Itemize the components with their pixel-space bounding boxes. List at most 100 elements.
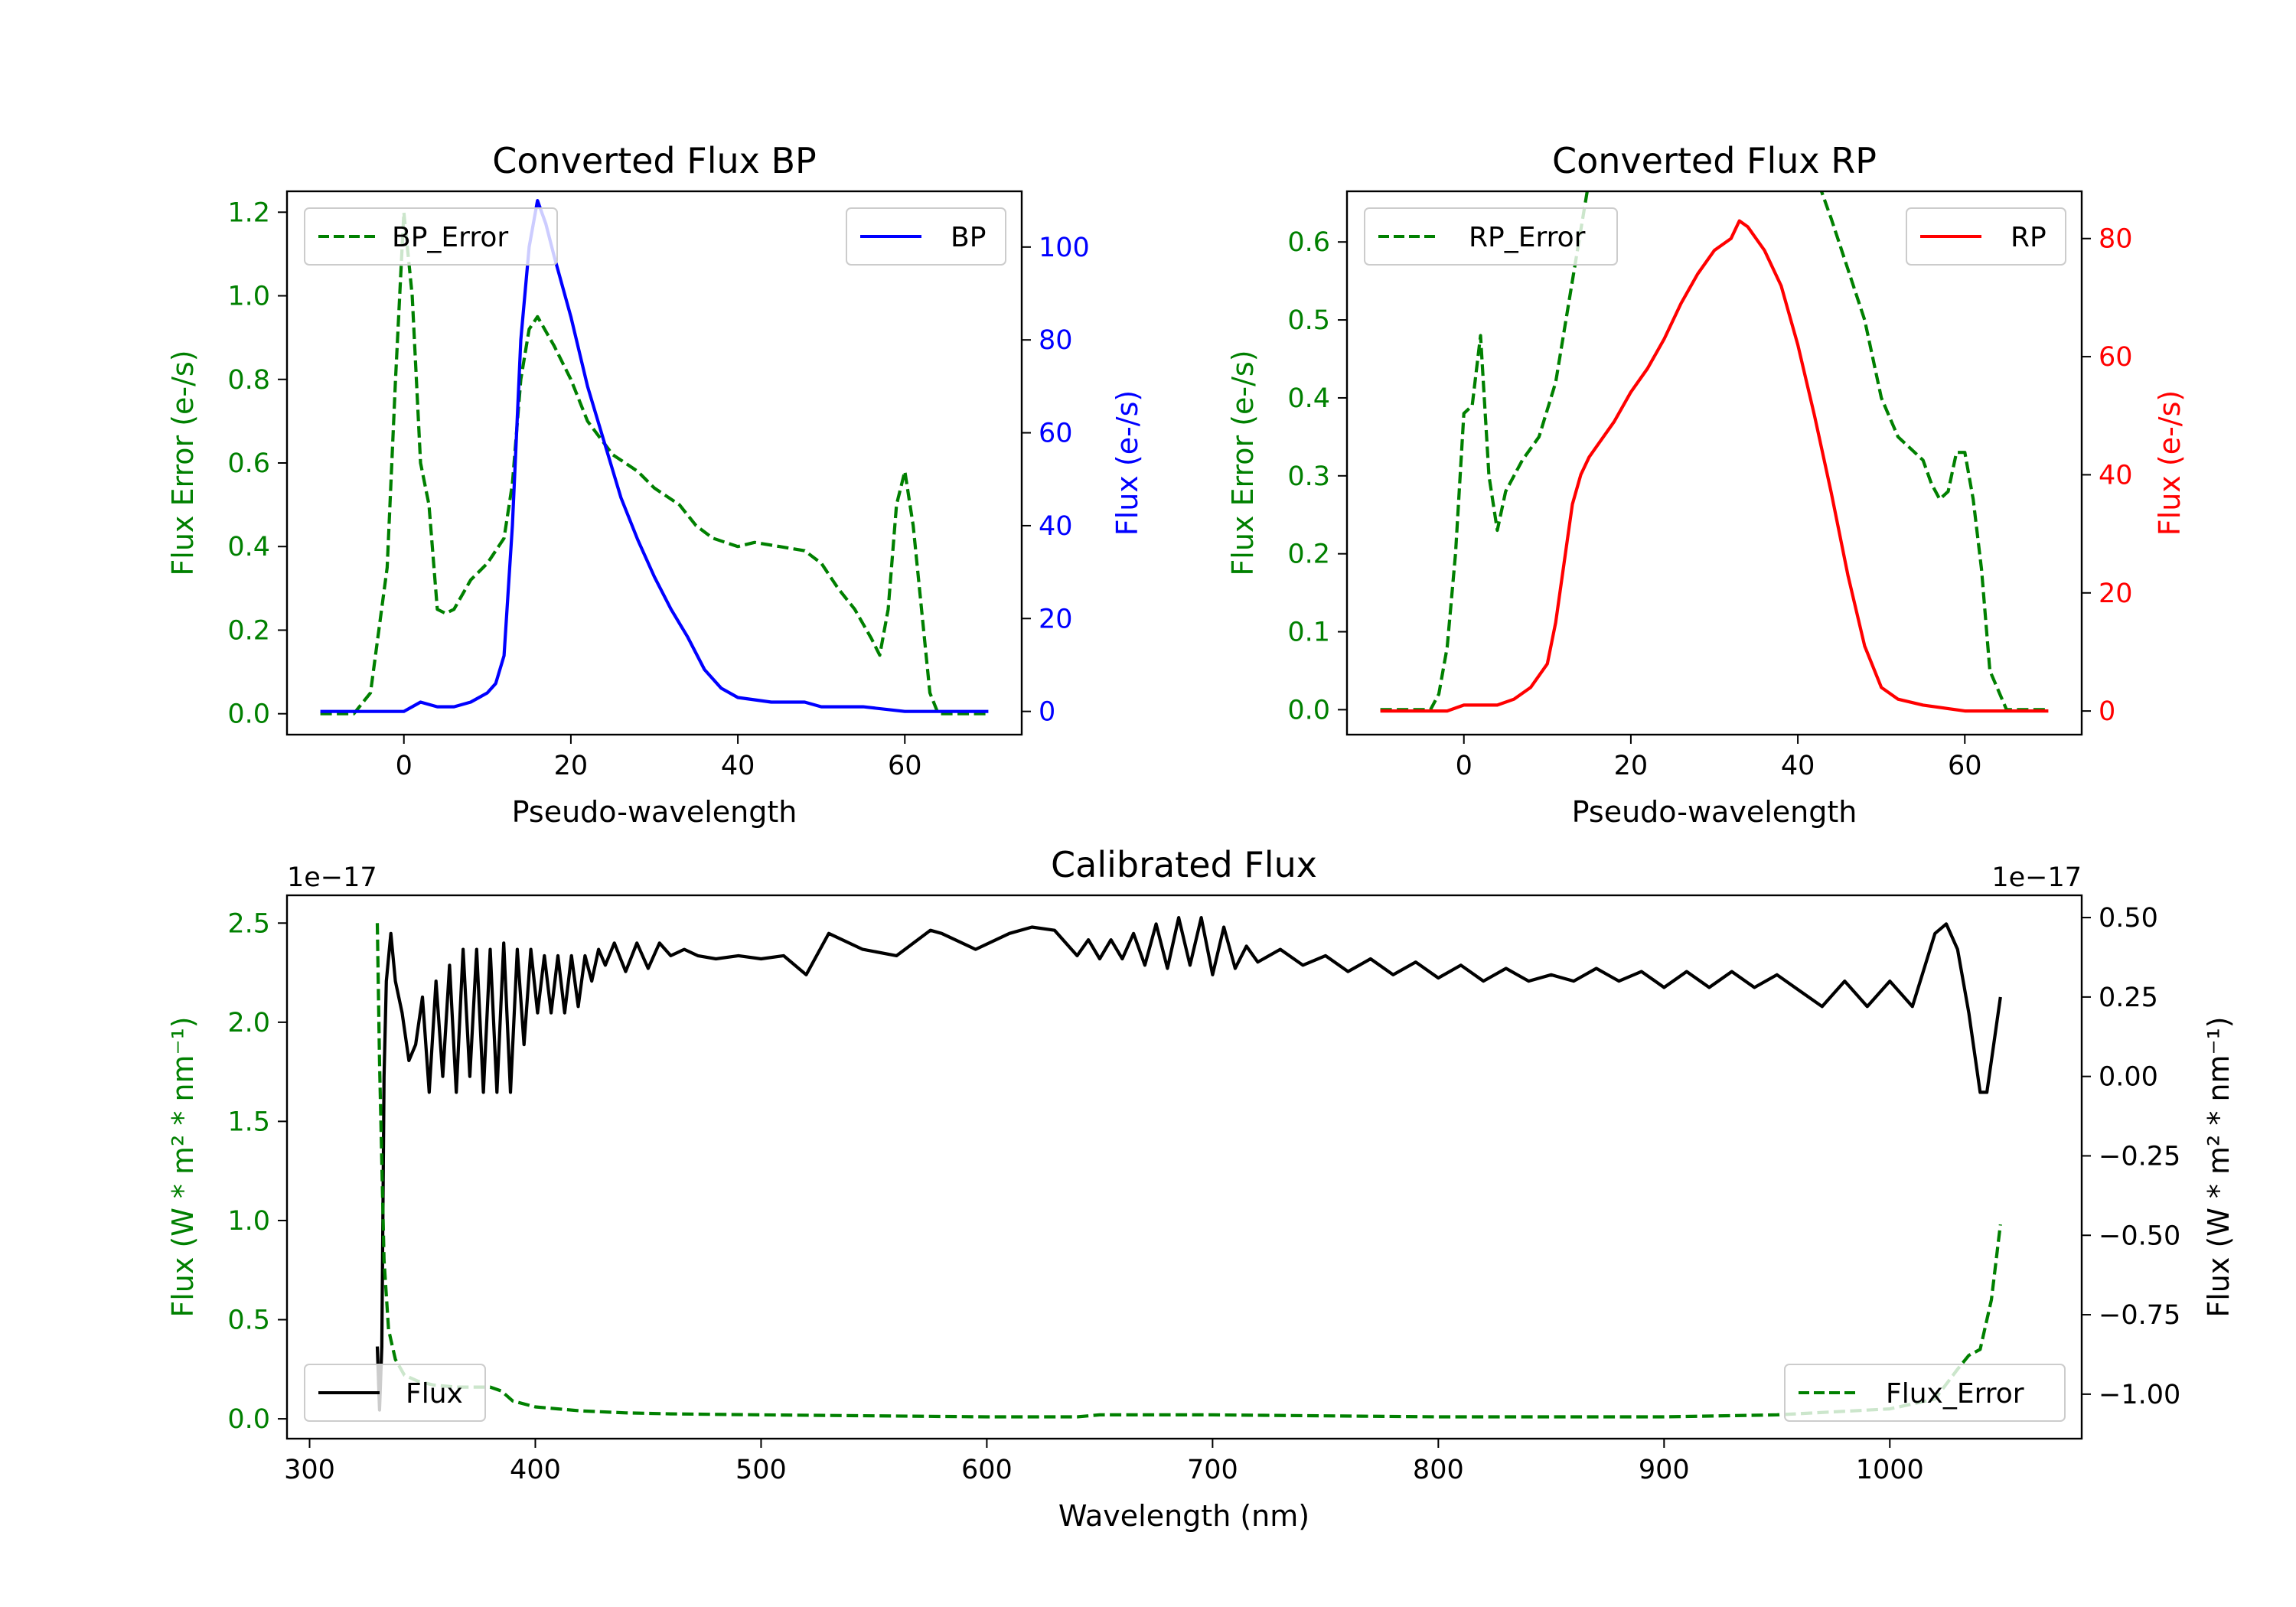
bp-legend-error: BP_Error xyxy=(304,207,558,266)
rp-ylabel-left: Flux Error (e-/s) xyxy=(1226,350,1260,575)
cal-ytick-right-label: 0.25 xyxy=(2099,983,2158,1013)
cal-ylabel-right: Flux (W * m² * nm⁻¹) xyxy=(2202,1016,2236,1317)
cal-ytick-right-label: −1.00 xyxy=(2099,1380,2180,1410)
bp-ytick-right-label: 80 xyxy=(1039,325,1073,356)
rp-series-layer xyxy=(1380,191,2049,713)
cal-ytick-left-label: 1.5 xyxy=(227,1107,270,1137)
rp-series-rp-line xyxy=(1380,219,2049,713)
panel-rp: Converted Flux RP 0 20 40 60 0.0 0.1 0.2 0.3 0.4… xyxy=(1226,140,2187,829)
cal-legend-error-label: Flux_Error xyxy=(1886,1378,2024,1410)
cal-ytick-right-label: −0.75 xyxy=(2099,1300,2180,1331)
rp-legend-error-label: RP_Error xyxy=(1469,222,1586,253)
rp-ytick-right-label: 40 xyxy=(2099,460,2133,491)
panel-bp: Converted Flux BP 0 20 40 60 0.0 0.2 0.4 0.6 0.8… xyxy=(166,140,1144,829)
cal-ytick-left-label: 0.0 xyxy=(227,1404,270,1435)
rp-ticks-layer: 0 20 40 60 0.0 0.1 0.2 0.3 0.4 0.5 0.6 0 20 40 60 80 xyxy=(1287,224,2132,781)
bp-legend-error-box xyxy=(304,207,558,266)
cal-xtick-label: 1000 xyxy=(1856,1455,1924,1485)
cal-ytick-right-label: 0.00 xyxy=(2099,1062,2158,1093)
cal-series-flux-line xyxy=(375,915,2002,1412)
bp-ytick-left-label: 0.2 xyxy=(227,615,270,646)
bp-legend-flux-box xyxy=(846,207,1006,266)
rp-ytick-right-label: 60 xyxy=(2099,342,2133,373)
cal-offset-right: 1e−17 xyxy=(1991,862,2082,893)
cal-plot-background xyxy=(287,895,2082,1439)
bp-ytick-right-label: 20 xyxy=(1039,604,1073,634)
rp-ytick-left-label: 0.0 xyxy=(1287,695,1330,725)
rp-xtick-label: 20 xyxy=(1614,751,1649,781)
bp-xlabel: Pseudo-wavelength xyxy=(512,795,797,829)
rp-ytick-left-label: 0.6 xyxy=(1287,227,1330,258)
cal-ytick-right-label: −0.25 xyxy=(2099,1141,2180,1172)
cal-ytick-left-label: 0.5 xyxy=(227,1305,270,1336)
bp-axes-frame xyxy=(285,190,1023,736)
bp-ylabel-left: Flux Error (e-/s) xyxy=(166,350,200,575)
rp-ylabel-right: Flux (e-/s) xyxy=(2153,390,2187,536)
cal-legend-flux-label: Flux xyxy=(406,1378,463,1410)
rp-xtick-label: 0 xyxy=(1456,751,1473,781)
cal-ytick-left-label: 1.0 xyxy=(227,1206,270,1237)
bp-ytick-left-label: 0.0 xyxy=(227,699,270,730)
bp-legend-error-label: BP_Error xyxy=(392,222,508,253)
cal-ytick-left-label: 2.5 xyxy=(227,908,270,939)
rp-series-rp-error-line xyxy=(1380,191,2049,712)
cal-ylabel-left: Flux (W * m² * nm⁻¹) xyxy=(166,1016,200,1317)
rp-xtick-label: 40 xyxy=(1781,751,1815,781)
cal-legend-error-box xyxy=(1784,1364,2066,1422)
rp-ytick-left-label: 0.4 xyxy=(1287,383,1330,414)
bp-ytick-left-label: 0.6 xyxy=(227,448,270,479)
bp-ytick-left-label: 0.8 xyxy=(227,365,270,396)
cal-xtick-label: 500 xyxy=(735,1455,787,1485)
panel-calibrated: Calibrated Flux 1e−17 1e−17 300 400 500 600… xyxy=(166,844,2236,1533)
bp-xtick-label: 60 xyxy=(888,751,922,781)
bp-xtick-label: 0 xyxy=(396,751,413,781)
cal-legend-error: Flux_Error xyxy=(1784,1364,2066,1422)
cal-axes-frame xyxy=(285,894,2083,1440)
bp-series-bp-line xyxy=(320,199,989,713)
cal-xtick-label: 900 xyxy=(1639,1455,1690,1485)
bp-ticks-layer: 0 20 40 60 0.0 0.2 0.4 0.6 0.8 1.0 1.2 0 20 40 60 80 100 xyxy=(227,197,1089,781)
cal-ticks-layer: 300 400 500 600 700 800 900 1000 0.0 0.5 1.0 1.5 2.0… xyxy=(227,903,2180,1485)
bp-legend-flux: BP xyxy=(846,207,1006,266)
rp-legend-error: RP_Error xyxy=(1364,207,1618,266)
bp-ytick-right-label: 60 xyxy=(1039,419,1073,449)
cal-xtick-label: 700 xyxy=(1187,1455,1238,1485)
cal-xtick-label: 300 xyxy=(284,1455,335,1485)
cal-legend-flux: Flux xyxy=(304,1364,486,1422)
bp-legend-flux-label: BP xyxy=(951,222,986,253)
rp-xlabel: Pseudo-wavelength xyxy=(1572,795,1857,829)
bp-ytick-left-label: 0.4 xyxy=(227,532,270,562)
rp-ytick-right-label: 20 xyxy=(2099,579,2133,609)
bp-title: Converted Flux BP xyxy=(492,140,817,181)
rp-xtick-label: 60 xyxy=(1948,751,1982,781)
cal-title: Calibrated Flux xyxy=(1051,844,1317,885)
bp-xtick-label: 40 xyxy=(721,751,755,781)
bp-ytick-right-label: 100 xyxy=(1039,233,1090,263)
bp-series-bp-error-line xyxy=(320,210,989,715)
rp-ytick-left-label: 0.3 xyxy=(1287,461,1330,492)
rp-plot-background xyxy=(1347,191,2082,735)
bp-ytick-right-label: 40 xyxy=(1039,511,1073,542)
rp-ytick-right-label: 0 xyxy=(2099,696,2115,727)
rp-legend-flux-box xyxy=(1906,207,2066,266)
cal-ytick-right-label: −0.50 xyxy=(2099,1221,2180,1251)
bp-ytick-left-label: 1.0 xyxy=(227,282,270,312)
bp-plot-background xyxy=(287,191,1022,735)
bp-series-layer xyxy=(320,199,989,715)
rp-ytick-left-label: 0.1 xyxy=(1287,618,1330,648)
cal-xtick-label: 800 xyxy=(1413,1455,1464,1485)
bp-xtick-label: 20 xyxy=(554,751,589,781)
rp-ytick-right-label: 80 xyxy=(2099,224,2133,255)
cal-xlabel: Wavelength (nm) xyxy=(1058,1499,1309,1533)
cal-ytick-left-label: 2.0 xyxy=(227,1008,270,1038)
bp-ytick-left-label: 1.2 xyxy=(227,197,270,228)
rp-legend-error-box xyxy=(1364,207,1618,266)
rp-axes-frame xyxy=(1345,190,2083,736)
cal-legend-flux-box xyxy=(304,1364,486,1422)
rp-legend-flux-label: RP xyxy=(2011,222,2047,253)
cal-xtick-label: 400 xyxy=(510,1455,561,1485)
bp-ylabel-right: Flux (e-/s) xyxy=(1110,390,1144,536)
rp-ytick-left-label: 0.5 xyxy=(1287,305,1330,336)
cal-offset-left: 1e−17 xyxy=(287,862,377,893)
